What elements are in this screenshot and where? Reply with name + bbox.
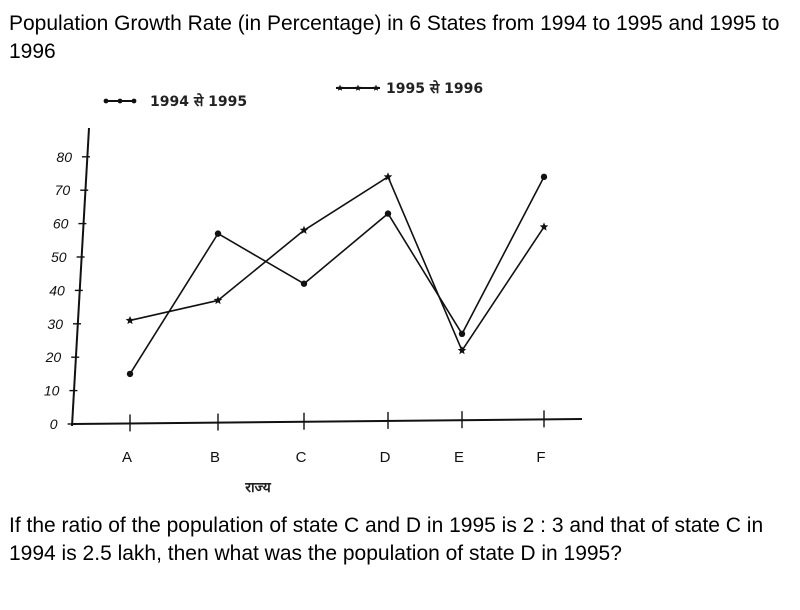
legend-marker xyxy=(354,84,362,91)
series-line-2 xyxy=(129,176,545,352)
data-point xyxy=(458,330,466,338)
x-axis-line xyxy=(71,418,583,425)
chart-legend: 1994 से 1995 1995 से 1996 xyxy=(103,80,483,110)
data-point xyxy=(299,225,309,234)
y-tick-label: 60 xyxy=(53,216,69,232)
data-point xyxy=(300,280,308,287)
x-axis-ticks: A B C D E F xyxy=(122,410,546,466)
y-axis-ticks: 0 10 20 30 40 50 60 70 80 xyxy=(44,149,90,432)
y-axis-line xyxy=(71,127,90,427)
chart-axes xyxy=(71,127,583,427)
legend-label: 1995 से 1996 xyxy=(386,80,483,97)
x-axis-title: राज्य xyxy=(244,480,271,496)
y-tick-label: 20 xyxy=(45,349,62,365)
y-tick-label: 80 xyxy=(56,149,72,165)
y-tick-label: 70 xyxy=(55,182,71,198)
series-line-1 xyxy=(129,176,545,375)
data-point xyxy=(126,370,134,378)
y-tick-label: 10 xyxy=(44,383,60,399)
legend-marker xyxy=(117,98,123,104)
x-tick-label: E xyxy=(454,449,464,466)
data-point xyxy=(457,346,467,355)
data-point xyxy=(384,210,392,217)
legend-label: 1994 से 1995 xyxy=(150,93,247,110)
legend-marker xyxy=(131,98,137,104)
chart-series xyxy=(125,172,549,378)
y-tick-label: 40 xyxy=(49,282,65,298)
question-text: If the ratio of the population of state … xyxy=(9,514,764,565)
x-tick-label: D xyxy=(380,449,391,466)
y-tick-label: 30 xyxy=(47,316,63,332)
x-tick-label: B xyxy=(210,449,220,466)
question-title: Population Growth Rate (in Percentage) i… xyxy=(9,12,780,63)
legend-marker xyxy=(372,84,380,91)
data-point xyxy=(125,316,135,325)
y-tick-label: 50 xyxy=(51,249,67,265)
x-tick-label: F xyxy=(536,449,545,466)
data-point xyxy=(539,222,549,231)
data-point xyxy=(383,172,393,181)
data-point xyxy=(213,295,223,305)
x-tick-label: A xyxy=(122,449,132,466)
data-point xyxy=(214,230,222,237)
x-tick-label: C xyxy=(296,449,307,466)
y-tick-label: 0 xyxy=(50,416,58,432)
legend-marker xyxy=(103,98,109,104)
legend-marker xyxy=(336,84,344,91)
data-point xyxy=(540,173,548,181)
